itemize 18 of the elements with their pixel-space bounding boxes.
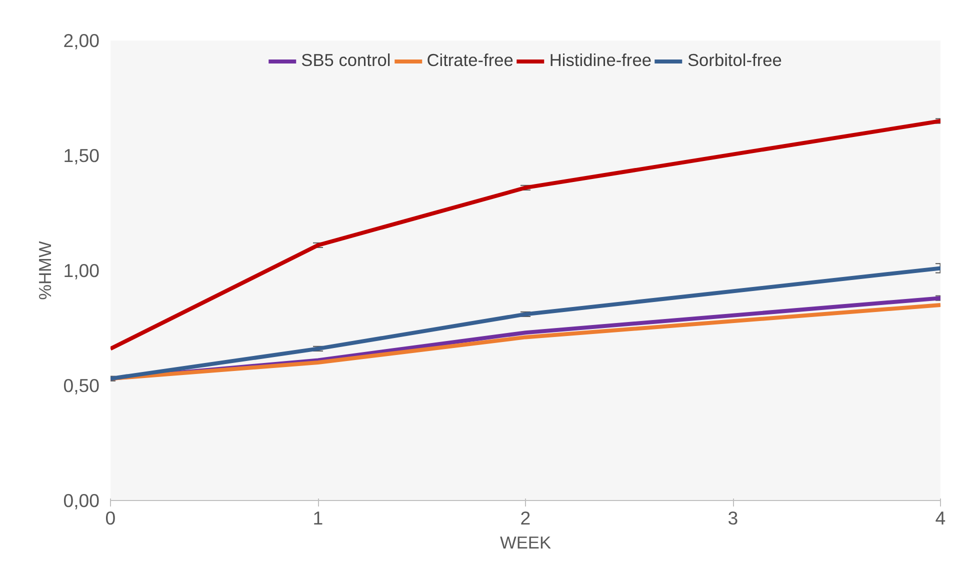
y-tick-label: 0,00 [63, 490, 100, 511]
legend-label: Histidine-free [549, 50, 652, 71]
x-tick-label: 1 [312, 508, 324, 528]
x-tick-label: 0 [105, 508, 116, 528]
x-axis-title: WEEK [500, 532, 552, 552]
legend-label: SB5 control [301, 50, 391, 71]
y-tick-label: 2,00 [63, 30, 100, 51]
y-tick-label: 0,50 [63, 375, 100, 396]
legend-label: Sorbitol-free [687, 50, 782, 71]
line-series [110, 119, 940, 351]
x-tick-label: 3 [728, 508, 738, 528]
x-tick-label: 4 [935, 508, 946, 528]
y-axis-title: %HMW [35, 240, 56, 300]
line-series [110, 266, 940, 381]
y-tick-label: 1,00 [63, 260, 100, 281]
y-tick-label: 1,50 [63, 145, 100, 166]
legend-label: Citrate-free [426, 50, 514, 71]
x-tick-label: 2 [520, 508, 531, 528]
